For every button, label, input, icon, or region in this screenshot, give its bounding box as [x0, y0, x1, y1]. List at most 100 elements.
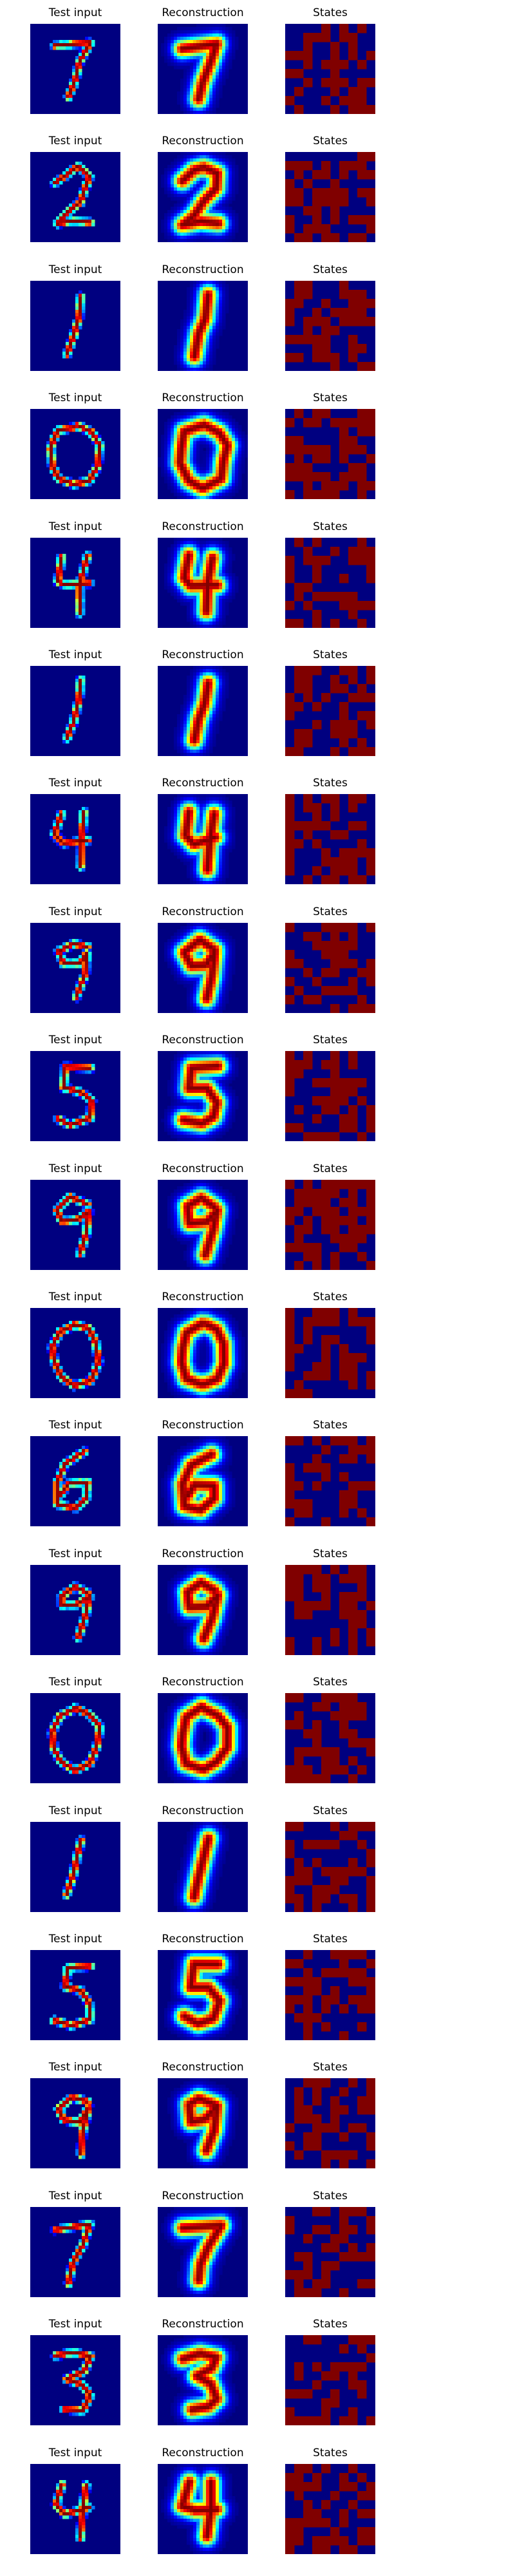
pixel-cell	[79, 839, 82, 843]
pixel-cell	[203, 493, 207, 497]
pixel-cell	[193, 598, 197, 602]
pixel-cell	[174, 829, 178, 833]
pixel-cell	[203, 303, 207, 307]
pixel-cell	[161, 53, 165, 57]
pixel-cell	[229, 53, 232, 57]
pixel-cell	[167, 428, 171, 432]
pixel-cell	[229, 589, 232, 592]
state-cell	[339, 857, 349, 867]
state-cell	[366, 215, 375, 225]
pixel-cell	[235, 582, 239, 586]
pixel-cell	[161, 448, 165, 451]
pixel-cell	[209, 287, 213, 291]
pixel-cell	[229, 833, 232, 837]
pixel-cell	[187, 682, 191, 686]
pixel-cell	[59, 826, 63, 830]
pixel-cell	[196, 24, 200, 28]
pixel-cell	[193, 351, 197, 355]
pixel-cell	[222, 573, 226, 576]
pixel-cell	[193, 46, 197, 50]
pixel-cell	[222, 846, 226, 849]
pixel-cell	[174, 464, 178, 468]
pixel-cell	[232, 842, 236, 846]
pixel-cell	[219, 165, 223, 169]
state-cell	[357, 307, 367, 317]
pixel-cell	[219, 708, 223, 712]
pixel-cell	[225, 964, 229, 969]
pixel-cell	[187, 493, 191, 497]
pixel-cell	[225, 303, 229, 307]
pixel-cell	[222, 37, 226, 41]
pixel-cell	[196, 964, 200, 969]
pixel-cell	[196, 53, 200, 57]
pixel-cell	[193, 357, 197, 362]
pixel-cell	[229, 415, 232, 419]
panel-title-reconstruction: Reconstruction	[162, 520, 244, 533]
pixel-cell	[180, 345, 184, 349]
pixel-cell	[225, 200, 229, 204]
pixel-cell	[177, 457, 181, 461]
pixel-cell	[219, 69, 223, 73]
pixel-cell	[229, 184, 232, 188]
pixel-cell	[216, 79, 220, 82]
state-cell	[357, 152, 367, 162]
pixel-cell	[183, 820, 187, 824]
pixel-cell	[193, 75, 197, 79]
pixel-cell	[200, 322, 203, 327]
state-cell	[321, 857, 331, 867]
pixel-cell	[212, 30, 216, 34]
pixel-cell	[225, 582, 229, 586]
pixel-cell	[209, 325, 213, 330]
pixel-cell	[180, 85, 184, 89]
pixel-cell	[75, 168, 79, 172]
pixel-cell	[209, 293, 213, 298]
pixel-cell	[82, 849, 86, 853]
state-cell	[312, 197, 322, 207]
pixel-cell	[190, 839, 194, 843]
pixel-cell	[183, 40, 187, 44]
pixel-cell	[180, 59, 184, 63]
pixel-cell	[174, 842, 178, 846]
pixel-cell	[225, 611, 229, 615]
pixel-cell	[171, 197, 174, 201]
pixel-cell	[212, 69, 216, 73]
pixel-cell	[200, 579, 203, 583]
pixel-cell	[183, 470, 187, 474]
pixel-cell	[190, 155, 194, 159]
pixel-cell	[85, 839, 89, 843]
pixel-cell	[238, 444, 242, 448]
state-cell	[366, 409, 375, 419]
pixel-cell	[174, 431, 178, 435]
pixel-cell	[82, 50, 86, 53]
pixel-cell	[69, 582, 73, 586]
pixel-cell	[225, 540, 229, 544]
pixel-cell	[206, 582, 210, 586]
pixel-cell	[196, 43, 200, 47]
pixel-cell	[235, 226, 239, 230]
pixel-cell	[203, 938, 207, 943]
pixel-cell	[180, 556, 184, 560]
pixel-cell	[206, 753, 210, 756]
pixel-cell	[98, 457, 102, 461]
pixel-cell	[216, 204, 220, 207]
pixel-cell	[171, 967, 174, 972]
pixel-cell	[174, 422, 178, 426]
pixel-cell	[193, 69, 197, 73]
pixel-cell	[187, 191, 191, 194]
pixel-cell	[209, 614, 213, 618]
pixel-cell	[219, 438, 223, 442]
pixel-cell	[219, 576, 223, 580]
pixel-cell	[183, 30, 187, 34]
state-cell	[339, 24, 349, 33]
pixel-cell	[46, 448, 50, 451]
state-cell	[321, 60, 331, 70]
pixel-cell	[187, 833, 191, 837]
state-cell	[330, 325, 340, 336]
pixel-cell	[196, 875, 200, 878]
pixel-cell	[200, 592, 203, 596]
pixel-cell	[219, 493, 223, 497]
pixel-cell	[222, 855, 226, 859]
pixel-cell	[200, 470, 203, 474]
state-cell	[366, 747, 375, 756]
pixel-cell	[66, 175, 70, 178]
